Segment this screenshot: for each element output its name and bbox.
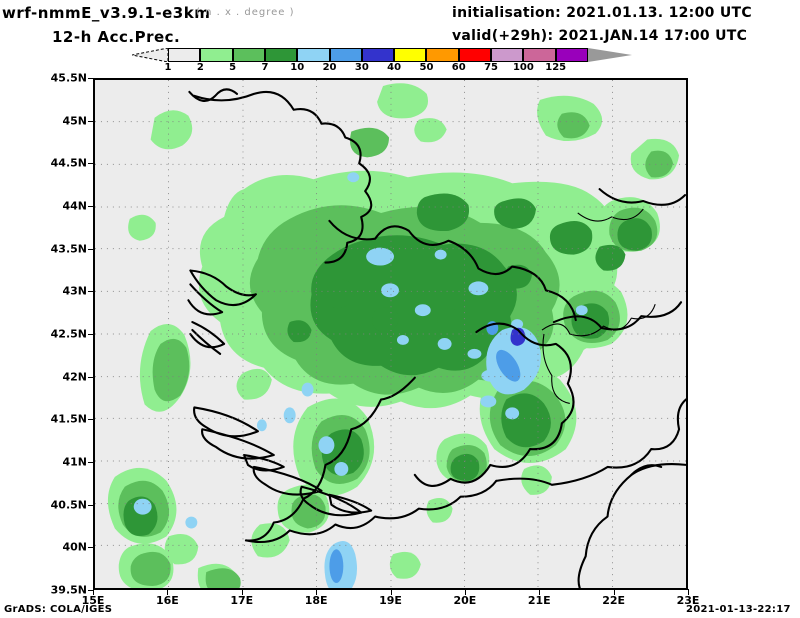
y-axis-label-41.5N: 41.5N <box>50 412 87 426</box>
colorbar-swatch-20 <box>329 48 362 62</box>
y-axis-label-42N: 42N <box>62 370 87 384</box>
x-axis-label-22E: 22E <box>602 594 626 607</box>
colorbar-tick-40: 40 <box>387 62 402 73</box>
colorbar-swatch-5 <box>232 48 265 62</box>
colorbar-swatch-7 <box>264 48 298 62</box>
x-axis-tick <box>613 589 615 595</box>
colorbar-tick-30: 30 <box>354 62 369 73</box>
x-axis-tick <box>241 589 243 595</box>
lat-lon-grid <box>95 80 686 588</box>
valid-time: valid(+29h): 2021.JAN.14 17:00 UTC <box>452 28 748 44</box>
grads-credit: GrADS: COLA/IGES <box>4 604 113 615</box>
colorbar-swatch-125 <box>555 48 588 62</box>
colorbar-tick-5: 5 <box>229 62 237 73</box>
precipitation-map[interactable] <box>93 78 688 590</box>
colorbar-tick-100: 100 <box>512 62 534 73</box>
colorbar: 1 2 5 7 10 20 30 40 50 60 75 100 125 <box>132 48 632 73</box>
colorbar-tick-50: 50 <box>419 62 434 73</box>
y-axis-tick <box>88 78 94 79</box>
y-axis-tick <box>88 291 94 293</box>
y-axis-label-40.5N: 40.5N <box>50 498 87 512</box>
colorbar-swatch-40 <box>394 48 427 62</box>
colorbar-tick-7: 7 <box>261 62 269 73</box>
colorbar-swatch-30 <box>361 48 395 62</box>
model-title: wrf-nmmE_v3.9.1-e3km <box>2 4 211 22</box>
x-axis-label-17E: 17E <box>230 594 254 607</box>
y-axis-label-43.5N: 43.5N <box>50 242 87 256</box>
y-axis-tick <box>88 120 94 122</box>
colorbar-tick-10: 10 <box>290 62 305 73</box>
y-axis-tick <box>88 206 94 207</box>
colorbar-tick-75: 75 <box>484 62 499 73</box>
y-axis-tick <box>88 334 94 335</box>
model-units-subtitle: ( n . x . degree ) <box>196 7 295 18</box>
colorbar-swatch-2 <box>200 48 233 62</box>
y-axis-tick <box>88 376 94 378</box>
internal-borders-layer <box>541 208 656 404</box>
colorbar-tick-2: 2 <box>196 62 204 73</box>
colorbar-swatch-75 <box>491 48 524 62</box>
colorbar-underflow-arrow <box>132 48 168 62</box>
colorbar-swatch-50 <box>426 48 459 62</box>
colorbar-tick-20: 20 <box>322 62 337 73</box>
y-axis-tick <box>88 590 94 591</box>
y-axis-label-45.5N: 45.5N <box>50 71 87 85</box>
precip-level-20 <box>510 327 526 346</box>
y-axis-tick <box>88 163 94 165</box>
x-axis-label-15E: 15E <box>81 594 105 607</box>
y-axis-label-42.5N: 42.5N <box>50 327 87 341</box>
initialisation-time: initialisation: 2021.01.13. 12:00 UTC <box>452 5 752 21</box>
x-axis-tick <box>93 589 94 595</box>
y-axis-tick <box>88 504 94 506</box>
x-axis-label-23E: 23E <box>676 594 700 607</box>
y-axis-tick <box>88 419 94 421</box>
colorbar-tick-125: 125 <box>545 62 567 73</box>
x-axis-label-20E: 20E <box>453 594 477 607</box>
y-axis-label-45N: 45N <box>62 114 87 128</box>
colorbar-swatch-60 <box>458 48 492 62</box>
x-axis-tick <box>316 589 318 595</box>
colorbar-overflow-arrow <box>588 48 632 62</box>
plot-timestamp: 2021-01-13-22:17 <box>686 604 791 615</box>
colorbar-swatch-100 <box>523 48 556 62</box>
x-axis-tick <box>390 589 392 595</box>
y-axis-label-41N: 41N <box>62 455 87 469</box>
colorbar-tick-60: 60 <box>451 62 466 73</box>
x-axis-label-19E: 19E <box>379 594 402 607</box>
y-axis-label-44.5N: 44.5N <box>50 156 87 170</box>
y-axis-label-40N: 40N <box>62 540 87 554</box>
y-axis-label-43N: 43N <box>62 284 87 298</box>
y-axis-tick <box>88 462 94 463</box>
x-axis-label-16E: 16E <box>155 594 179 607</box>
x-axis-tick <box>539 589 541 595</box>
y-axis-tick <box>88 547 94 549</box>
map-canvas <box>95 80 686 588</box>
x-axis-tick <box>688 589 689 595</box>
colorbar-swatch-1 <box>168 48 201 62</box>
x-axis-tick <box>464 589 466 595</box>
x-axis-tick <box>167 589 169 595</box>
x-axis-label-21E: 21E <box>527 594 551 607</box>
field-title: 12-h Acc.Prec. <box>52 28 181 46</box>
y-axis-label-39.5N: 39.5N <box>50 583 87 597</box>
y-axis-tick <box>88 248 94 250</box>
x-axis-label-18E: 18E <box>304 594 328 607</box>
y-axis-label-44N: 44N <box>62 199 87 213</box>
colorbar-swatch-10 <box>297 48 330 62</box>
colorbar-tick-1: 1 <box>164 62 172 73</box>
